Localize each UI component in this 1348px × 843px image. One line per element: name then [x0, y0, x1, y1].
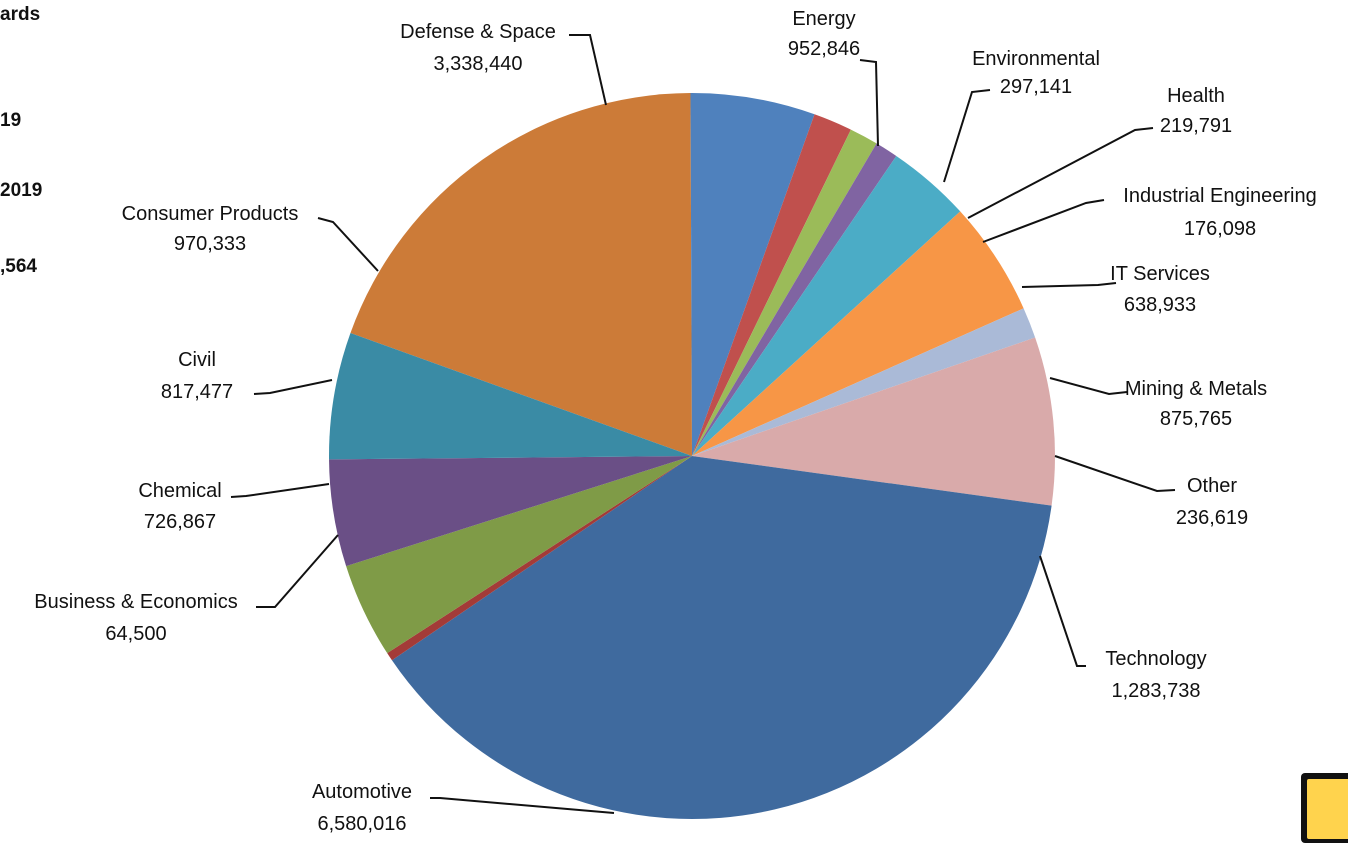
slice-label: Civil: [178, 349, 216, 371]
slice-label: Industrial Engineering: [1123, 185, 1316, 207]
pie-slice-automotive: [391, 456, 1052, 819]
pie-slice-other: [692, 308, 1036, 456]
slice-label: Technology: [1105, 648, 1206, 670]
leader-line: [1039, 555, 1086, 667]
pie-slice-chemical: [346, 456, 692, 654]
slice-label: Other: [1187, 475, 1237, 497]
slice-label: IT Services: [1110, 263, 1210, 285]
leader-line: [317, 217, 379, 272]
slice-label: Energy: [792, 8, 855, 30]
slice-label: Defense & Space: [400, 21, 556, 43]
leader-line: [253, 379, 333, 395]
pie-slice-civil: [329, 456, 692, 567]
leader-line: [230, 483, 330, 498]
pie-slice-energy: [690, 92, 815, 456]
slice-label: Health: [1167, 85, 1225, 107]
pie-slices: [329, 92, 1055, 819]
leader-line: [1054, 455, 1176, 493]
header-fragment-1: ards: [0, 4, 41, 25]
leader-line: [943, 89, 991, 183]
slice-value-label: 236,619: [1176, 507, 1248, 529]
slice-value-label: 176,098: [1184, 218, 1256, 240]
slice-label: Environmental: [972, 48, 1100, 70]
pie-slice-business-economics: [387, 456, 692, 661]
slice-value-label: 297,141: [1000, 76, 1072, 98]
leader-line: [1049, 377, 1128, 396]
leader-lines: [230, 34, 1176, 814]
slice-value-label: 726,867: [144, 511, 216, 533]
slice-value-label: 219,791: [1160, 115, 1232, 137]
pie-slice-technology: [692, 337, 1055, 506]
slice-label: Business & Economics: [34, 591, 237, 613]
leader-line: [1021, 282, 1117, 288]
slice-value-label: 875,765: [1160, 408, 1232, 430]
slice-value-label: 817,477: [161, 381, 233, 403]
leader-line: [967, 127, 1154, 219]
slice-labels: Defense & Space 3,338,440 Energy 952,846 Env…: [34, 8, 1316, 835]
slice-label: Consumer Products: [122, 203, 299, 225]
slice-value-label: 1,283,738: [1112, 680, 1201, 702]
slice-value-label: 6,580,016: [318, 813, 407, 835]
header-fragment-2: 19: [0, 110, 22, 131]
pie-slice-environmental: [692, 114, 851, 456]
slice-value-label: 970,333: [174, 233, 246, 255]
slice-value-label: 64,500: [105, 623, 166, 645]
header-fragment-4: ,564: [0, 256, 37, 277]
leader-line: [982, 199, 1105, 243]
slice-label: Automotive: [312, 781, 412, 803]
header-fragment-3: 2019: [0, 180, 43, 201]
pie-slice-it-services: [692, 155, 961, 456]
leader-line: [569, 34, 607, 106]
pie-slice-health: [692, 129, 877, 456]
leader-line: [256, 534, 339, 608]
leader-line: [430, 797, 615, 814]
slice-value-label: 638,933: [1124, 294, 1196, 316]
slice-label: Chemical: [138, 480, 221, 502]
leader-line: [859, 59, 879, 147]
pie-slice-industrial-engineering: [692, 143, 897, 456]
pie-slice-mining-metals: [692, 211, 1024, 456]
corner-logo: [1301, 773, 1348, 843]
slice-value-label: 3,338,440: [434, 53, 523, 75]
slice-label: Mining & Metals: [1125, 378, 1267, 400]
slice-value-label: 952,846: [788, 38, 860, 60]
pie-slice-defense-space: [350, 93, 692, 456]
pie-slice-consumer-products: [329, 333, 692, 460]
